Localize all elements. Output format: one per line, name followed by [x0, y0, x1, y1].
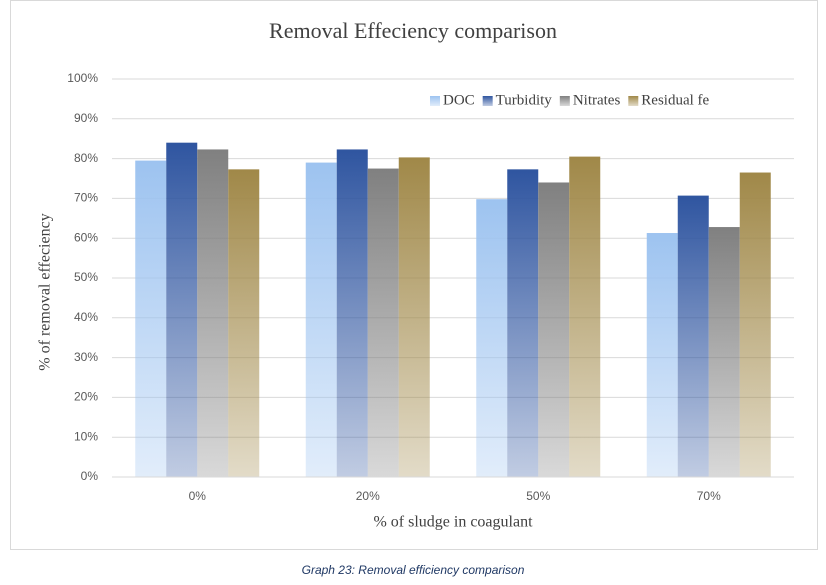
bar: [646, 233, 678, 477]
y-tick-label: 30%: [74, 350, 98, 364]
caption: Graph 23: Removal efficiency comparison: [302, 563, 525, 577]
bar: [336, 149, 368, 478]
y-tick-label: 40%: [74, 310, 98, 324]
bar: [166, 142, 198, 477]
legend-swatch: [628, 96, 639, 106]
legend-swatch: [559, 96, 570, 106]
x-tick-label: 50%: [526, 489, 550, 503]
legend-label: Nitrates: [573, 92, 621, 108]
y-tick-label: 0%: [81, 469, 99, 483]
y-tick-label: 90%: [74, 111, 98, 125]
bar: [507, 169, 539, 477]
legend-swatch: [430, 96, 440, 106]
x-tick-label: 70%: [697, 489, 721, 503]
y-axis-label: % of removal effeciency: [37, 213, 54, 370]
x-tick-label: 0%: [189, 489, 207, 503]
bar: [305, 162, 337, 477]
y-tick-label: 100%: [67, 71, 98, 85]
y-tick-label: 70%: [74, 191, 98, 205]
bar: [197, 149, 229, 478]
legend-swatch: [482, 96, 493, 106]
bar: [135, 160, 167, 477]
bar: [228, 169, 260, 477]
x-axis-label: % of sludge in coagulant: [373, 514, 533, 531]
bar: [538, 182, 570, 478]
chart-title: Removal Effeciency comparison: [269, 18, 557, 43]
bar: [569, 156, 601, 478]
legend-label: DOC: [443, 92, 475, 108]
y-tick-label: 60%: [74, 230, 98, 244]
bar: [367, 168, 399, 478]
legend-label: Turbidity: [496, 92, 553, 108]
y-tick-label: 20%: [74, 390, 98, 404]
y-tick-label: 80%: [74, 151, 98, 165]
bar: [708, 227, 740, 477]
legend-label: Residual fe: [641, 92, 709, 108]
bar: [476, 199, 508, 478]
y-tick-label: 50%: [74, 270, 98, 284]
bar: [677, 195, 709, 477]
y-tick-label: 10%: [74, 429, 98, 443]
bar: [739, 172, 771, 477]
bar: [398, 157, 430, 477]
x-tick-label: 20%: [356, 489, 380, 503]
